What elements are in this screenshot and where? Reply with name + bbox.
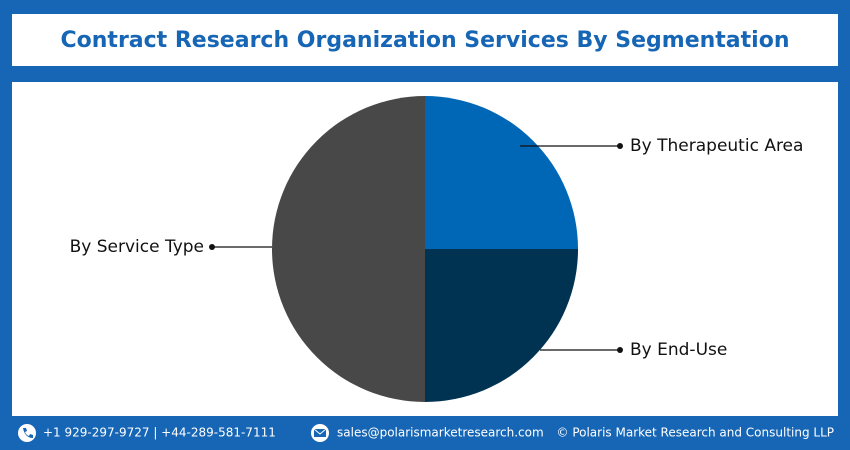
phone-glyph — [23, 428, 33, 438]
copyright: © Polaris Market Research and Consulting… — [557, 426, 835, 440]
chart-title: Contract Research Organization Services … — [61, 28, 790, 53]
pie-slice — [272, 96, 425, 402]
footer: +1 929-297-9727 | +44-289-581-7111 sales… — [18, 424, 834, 442]
pie-slice — [425, 249, 578, 402]
pie-slice — [425, 96, 578, 249]
email: sales@polarismarketresearch.com — [337, 426, 544, 440]
slice-label: By End-Use — [630, 340, 727, 360]
leader-dot — [617, 347, 623, 353]
slice-label: By Therapeutic Area — [630, 136, 803, 156]
title-box — [12, 14, 838, 66]
email-glyph — [314, 429, 326, 437]
phone: +1 929-297-9727 | +44-289-581-7111 — [43, 426, 276, 440]
leader-dot — [617, 143, 623, 149]
leader-dot — [209, 244, 215, 250]
pie — [272, 96, 578, 402]
phone-icon — [18, 424, 36, 442]
slice-label: By Service Type — [70, 237, 204, 257]
email-flap — [313, 428, 327, 435]
